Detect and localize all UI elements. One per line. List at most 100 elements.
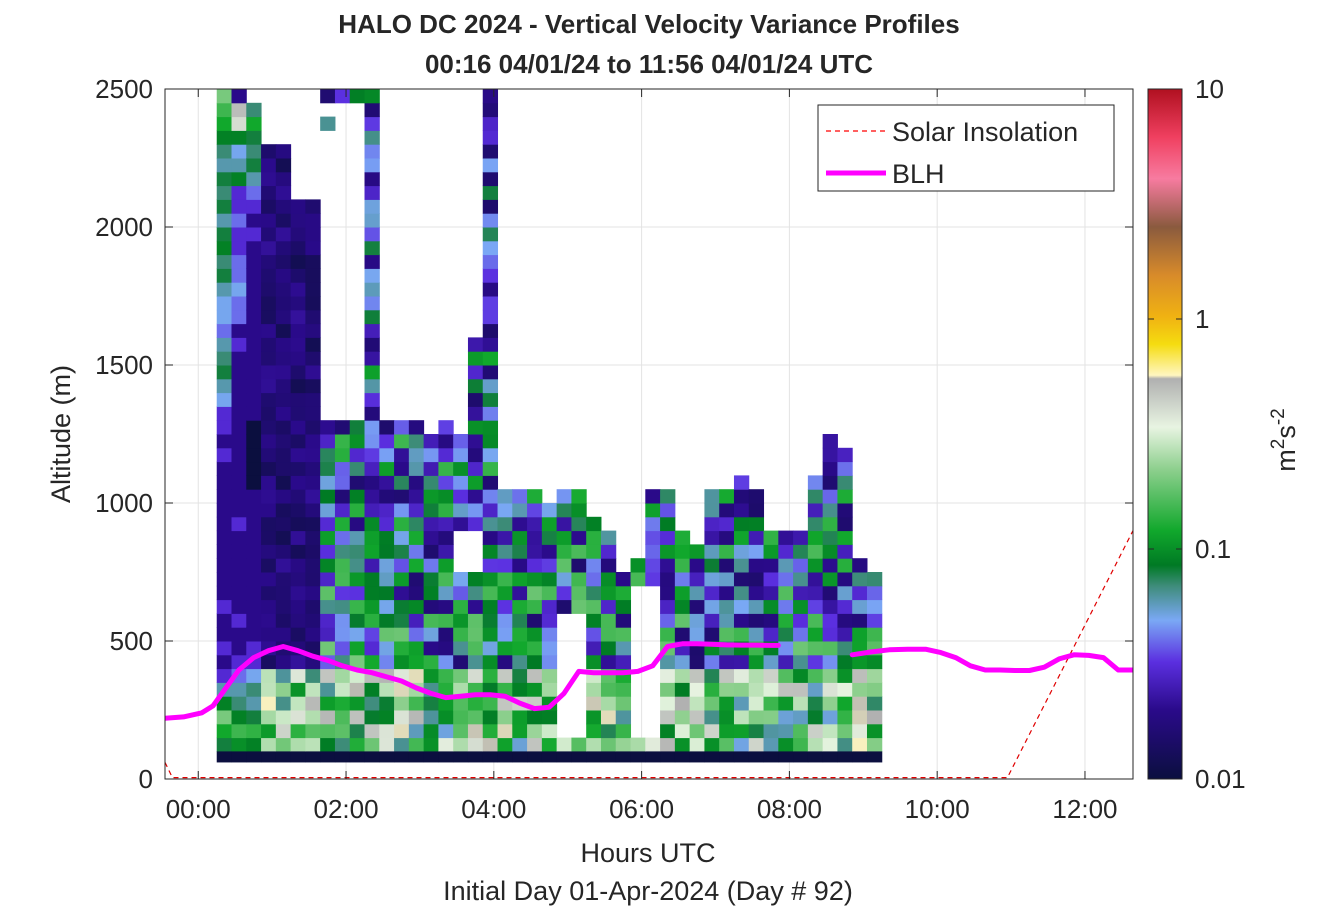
heat-cell [866, 710, 883, 725]
heat-cell [512, 641, 528, 656]
heat-cell [674, 613, 691, 628]
heat-cell [246, 282, 262, 297]
heat-cell [231, 102, 247, 118]
heat-cell [305, 323, 321, 338]
heat-cell [394, 696, 410, 711]
x-tick-label-0: 00:00 [166, 794, 231, 824]
heat-cell [320, 475, 336, 490]
heat-cell [216, 447, 233, 463]
heat-cell [305, 682, 321, 697]
heat-cell [438, 613, 454, 628]
heat-cell [349, 572, 366, 587]
heat-cell [275, 585, 292, 601]
y-axis-label: Altitude (m) [46, 365, 76, 503]
heat-cell [246, 627, 262, 642]
heat-cell [305, 268, 321, 283]
heat-cell [660, 682, 676, 697]
heat-cell [497, 737, 513, 752]
heat-cell [527, 544, 543, 559]
heat-cell [645, 489, 661, 504]
heat-cell [216, 392, 233, 407]
heat-cell [320, 503, 336, 518]
heat-cell [527, 723, 543, 739]
heat-cell [231, 723, 247, 739]
heat-cell [453, 696, 469, 711]
heat-cell [438, 682, 454, 697]
heat-cell [231, 599, 247, 614]
heat-cell [246, 710, 262, 725]
heat-cell [290, 613, 306, 628]
heat-cell [261, 723, 277, 739]
heat-cell [216, 158, 233, 173]
heat-cell [349, 89, 366, 104]
heat-cell [231, 227, 247, 242]
heat-cell [807, 544, 824, 559]
heat-cell [423, 434, 439, 449]
heat-cell-ground [334, 751, 351, 763]
heat-cell [704, 627, 720, 642]
heat-cell [778, 572, 794, 587]
heat-cell [216, 144, 233, 159]
heat-cell [231, 158, 247, 173]
heat-cell [482, 516, 499, 532]
heat-cell [231, 199, 247, 214]
heat-cell [807, 723, 824, 739]
heat-cell [467, 461, 484, 476]
heat-cell [349, 627, 366, 642]
heat-cell [453, 723, 469, 739]
heat-cell [305, 296, 321, 311]
heat-cell [290, 627, 306, 642]
heat-cell [216, 227, 233, 242]
heat-cell [423, 461, 439, 476]
heat-cell [645, 737, 661, 752]
heat-cell [275, 185, 292, 200]
heat-cell [586, 613, 602, 628]
heat-cell [216, 654, 233, 670]
heat-cell [852, 668, 868, 683]
heat-cell [674, 696, 691, 711]
heat-cell [349, 613, 366, 628]
heat-cell [837, 530, 853, 545]
heat-cell-ground [320, 751, 336, 763]
heat-cell [364, 392, 380, 407]
heat-cell [364, 558, 380, 573]
heat-cell [527, 654, 543, 670]
heat-cell [482, 461, 499, 476]
heat-cell [275, 351, 292, 366]
heat-cell [482, 268, 499, 283]
heat-cell [231, 406, 247, 421]
heat-cell [320, 447, 336, 463]
heat-cell [408, 420, 425, 435]
series-lines [165, 530, 1133, 779]
heat-cell [438, 585, 454, 601]
heat-cell [763, 668, 779, 683]
heat-cell [438, 475, 454, 490]
heat-cell [482, 185, 499, 200]
heat-cell [408, 434, 425, 449]
heat-cell [305, 351, 321, 366]
heat-cell [334, 420, 351, 435]
heat-cell [305, 710, 321, 725]
heat-cell [733, 723, 750, 739]
heat-cell [305, 420, 321, 435]
heat-cell [748, 682, 765, 697]
heat-cell [778, 710, 794, 725]
heat-cell [290, 737, 306, 752]
heat-cell [541, 710, 558, 725]
heat-cell [290, 351, 306, 366]
heat-cell-ground [497, 751, 513, 763]
heat-cell [216, 406, 233, 421]
heat-cell [290, 585, 306, 601]
heat-cell [793, 544, 809, 559]
heat-cell-ground [689, 751, 705, 763]
heat-cell [837, 641, 853, 656]
heat-cell [275, 378, 292, 394]
heat-cell [408, 461, 425, 476]
heat-cell [497, 489, 513, 504]
heat-cell [231, 185, 247, 200]
heat-cell [645, 503, 661, 518]
heat-cell [231, 710, 247, 725]
heat-cell [216, 723, 233, 739]
